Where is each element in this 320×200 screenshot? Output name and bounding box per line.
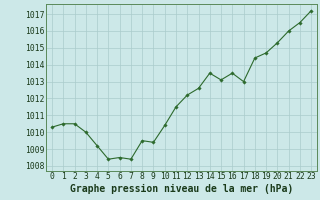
X-axis label: Graphe pression niveau de la mer (hPa): Graphe pression niveau de la mer (hPa) [70, 184, 293, 194]
